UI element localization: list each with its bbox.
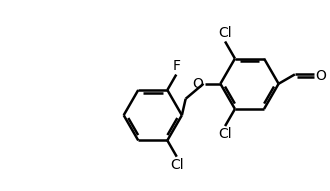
Text: F: F (172, 59, 180, 73)
Text: Cl: Cl (218, 127, 232, 142)
Text: Cl: Cl (170, 158, 183, 172)
Text: O: O (315, 69, 326, 83)
Text: O: O (193, 77, 204, 91)
Text: Cl: Cl (218, 26, 232, 40)
